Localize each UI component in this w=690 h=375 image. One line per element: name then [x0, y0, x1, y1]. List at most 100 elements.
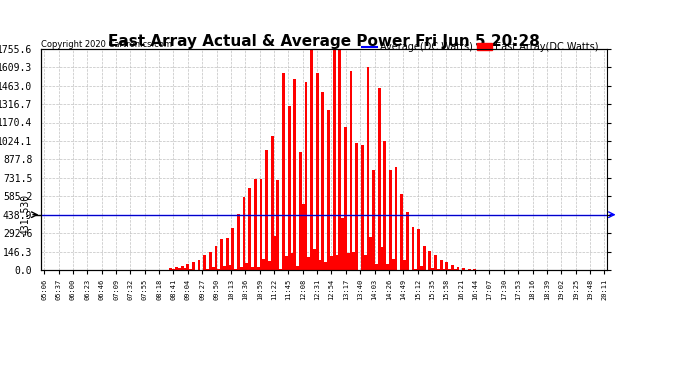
- Bar: [172, 269, 175, 270]
- Bar: [378, 88, 381, 270]
- Bar: [423, 246, 426, 270]
- Bar: [192, 262, 195, 270]
- Bar: [468, 268, 471, 270]
- Bar: [212, 267, 215, 270]
- Bar: [259, 179, 262, 270]
- Bar: [364, 255, 366, 270]
- Bar: [420, 266, 423, 270]
- Bar: [293, 79, 296, 270]
- Bar: [389, 170, 392, 270]
- Bar: [262, 259, 265, 270]
- Bar: [270, 136, 274, 270]
- Bar: [350, 71, 353, 270]
- Bar: [392, 260, 395, 270]
- Bar: [319, 260, 322, 270]
- Bar: [228, 265, 231, 270]
- Bar: [277, 180, 279, 270]
- Bar: [434, 255, 437, 270]
- Bar: [206, 269, 209, 270]
- Bar: [417, 229, 420, 270]
- Bar: [473, 269, 476, 270]
- Bar: [175, 267, 178, 270]
- Bar: [197, 260, 200, 270]
- Bar: [248, 188, 251, 270]
- Bar: [285, 256, 288, 270]
- Bar: [178, 268, 181, 270]
- Bar: [361, 145, 364, 270]
- Bar: [335, 255, 338, 270]
- Bar: [400, 195, 403, 270]
- Bar: [310, 49, 313, 270]
- Bar: [184, 268, 186, 270]
- Bar: [304, 82, 308, 270]
- Bar: [324, 262, 327, 270]
- Bar: [257, 267, 259, 270]
- Bar: [234, 269, 237, 270]
- Bar: [288, 106, 290, 270]
- Bar: [251, 267, 254, 270]
- Bar: [282, 73, 285, 270]
- Text: Copyright 2020 Cartronics.com: Copyright 2020 Cartronics.com: [41, 40, 172, 49]
- Bar: [437, 269, 440, 270]
- Bar: [457, 267, 460, 270]
- Bar: [462, 268, 465, 270]
- Bar: [231, 228, 234, 270]
- Bar: [411, 227, 415, 270]
- Bar: [240, 267, 243, 270]
- Bar: [344, 127, 347, 270]
- Bar: [308, 257, 310, 270]
- Bar: [265, 150, 268, 270]
- Bar: [347, 254, 350, 270]
- Bar: [375, 264, 378, 270]
- Bar: [226, 237, 228, 270]
- Bar: [428, 251, 431, 270]
- Bar: [440, 260, 442, 270]
- Bar: [353, 252, 355, 270]
- Bar: [338, 49, 341, 270]
- Bar: [381, 247, 384, 270]
- Bar: [442, 268, 445, 270]
- Bar: [366, 67, 369, 270]
- Bar: [209, 252, 212, 270]
- Bar: [386, 264, 389, 270]
- Bar: [296, 266, 299, 270]
- Bar: [268, 261, 270, 270]
- Bar: [395, 167, 397, 270]
- Bar: [170, 268, 172, 270]
- Bar: [341, 219, 344, 270]
- Bar: [384, 141, 386, 270]
- Bar: [223, 266, 226, 270]
- Bar: [415, 269, 417, 270]
- Bar: [204, 255, 206, 270]
- Bar: [333, 49, 335, 270]
- Bar: [313, 249, 316, 270]
- Bar: [254, 179, 257, 270]
- Bar: [445, 262, 448, 270]
- Bar: [431, 268, 434, 270]
- Bar: [322, 92, 324, 270]
- Bar: [406, 212, 408, 270]
- Bar: [372, 170, 375, 270]
- Bar: [220, 238, 223, 270]
- Bar: [186, 264, 189, 270]
- Title: East Array Actual & Average Power Fri Jun 5 20:28: East Array Actual & Average Power Fri Ju…: [108, 34, 540, 49]
- Bar: [274, 236, 277, 270]
- Bar: [454, 269, 457, 270]
- Bar: [279, 269, 282, 270]
- Bar: [299, 152, 302, 270]
- Legend: Average(DC Watts), East Array(DC Watts): Average(DC Watts), East Array(DC Watts): [358, 38, 602, 56]
- Bar: [237, 214, 240, 270]
- Bar: [181, 266, 184, 270]
- Bar: [369, 237, 372, 270]
- Bar: [448, 269, 451, 270]
- Bar: [330, 256, 333, 270]
- Bar: [290, 253, 293, 270]
- Bar: [243, 197, 246, 270]
- Bar: [327, 110, 330, 270]
- Bar: [217, 268, 220, 270]
- Bar: [302, 204, 304, 270]
- Bar: [355, 144, 358, 270]
- Bar: [215, 246, 217, 270]
- Bar: [316, 72, 319, 270]
- Bar: [189, 269, 192, 270]
